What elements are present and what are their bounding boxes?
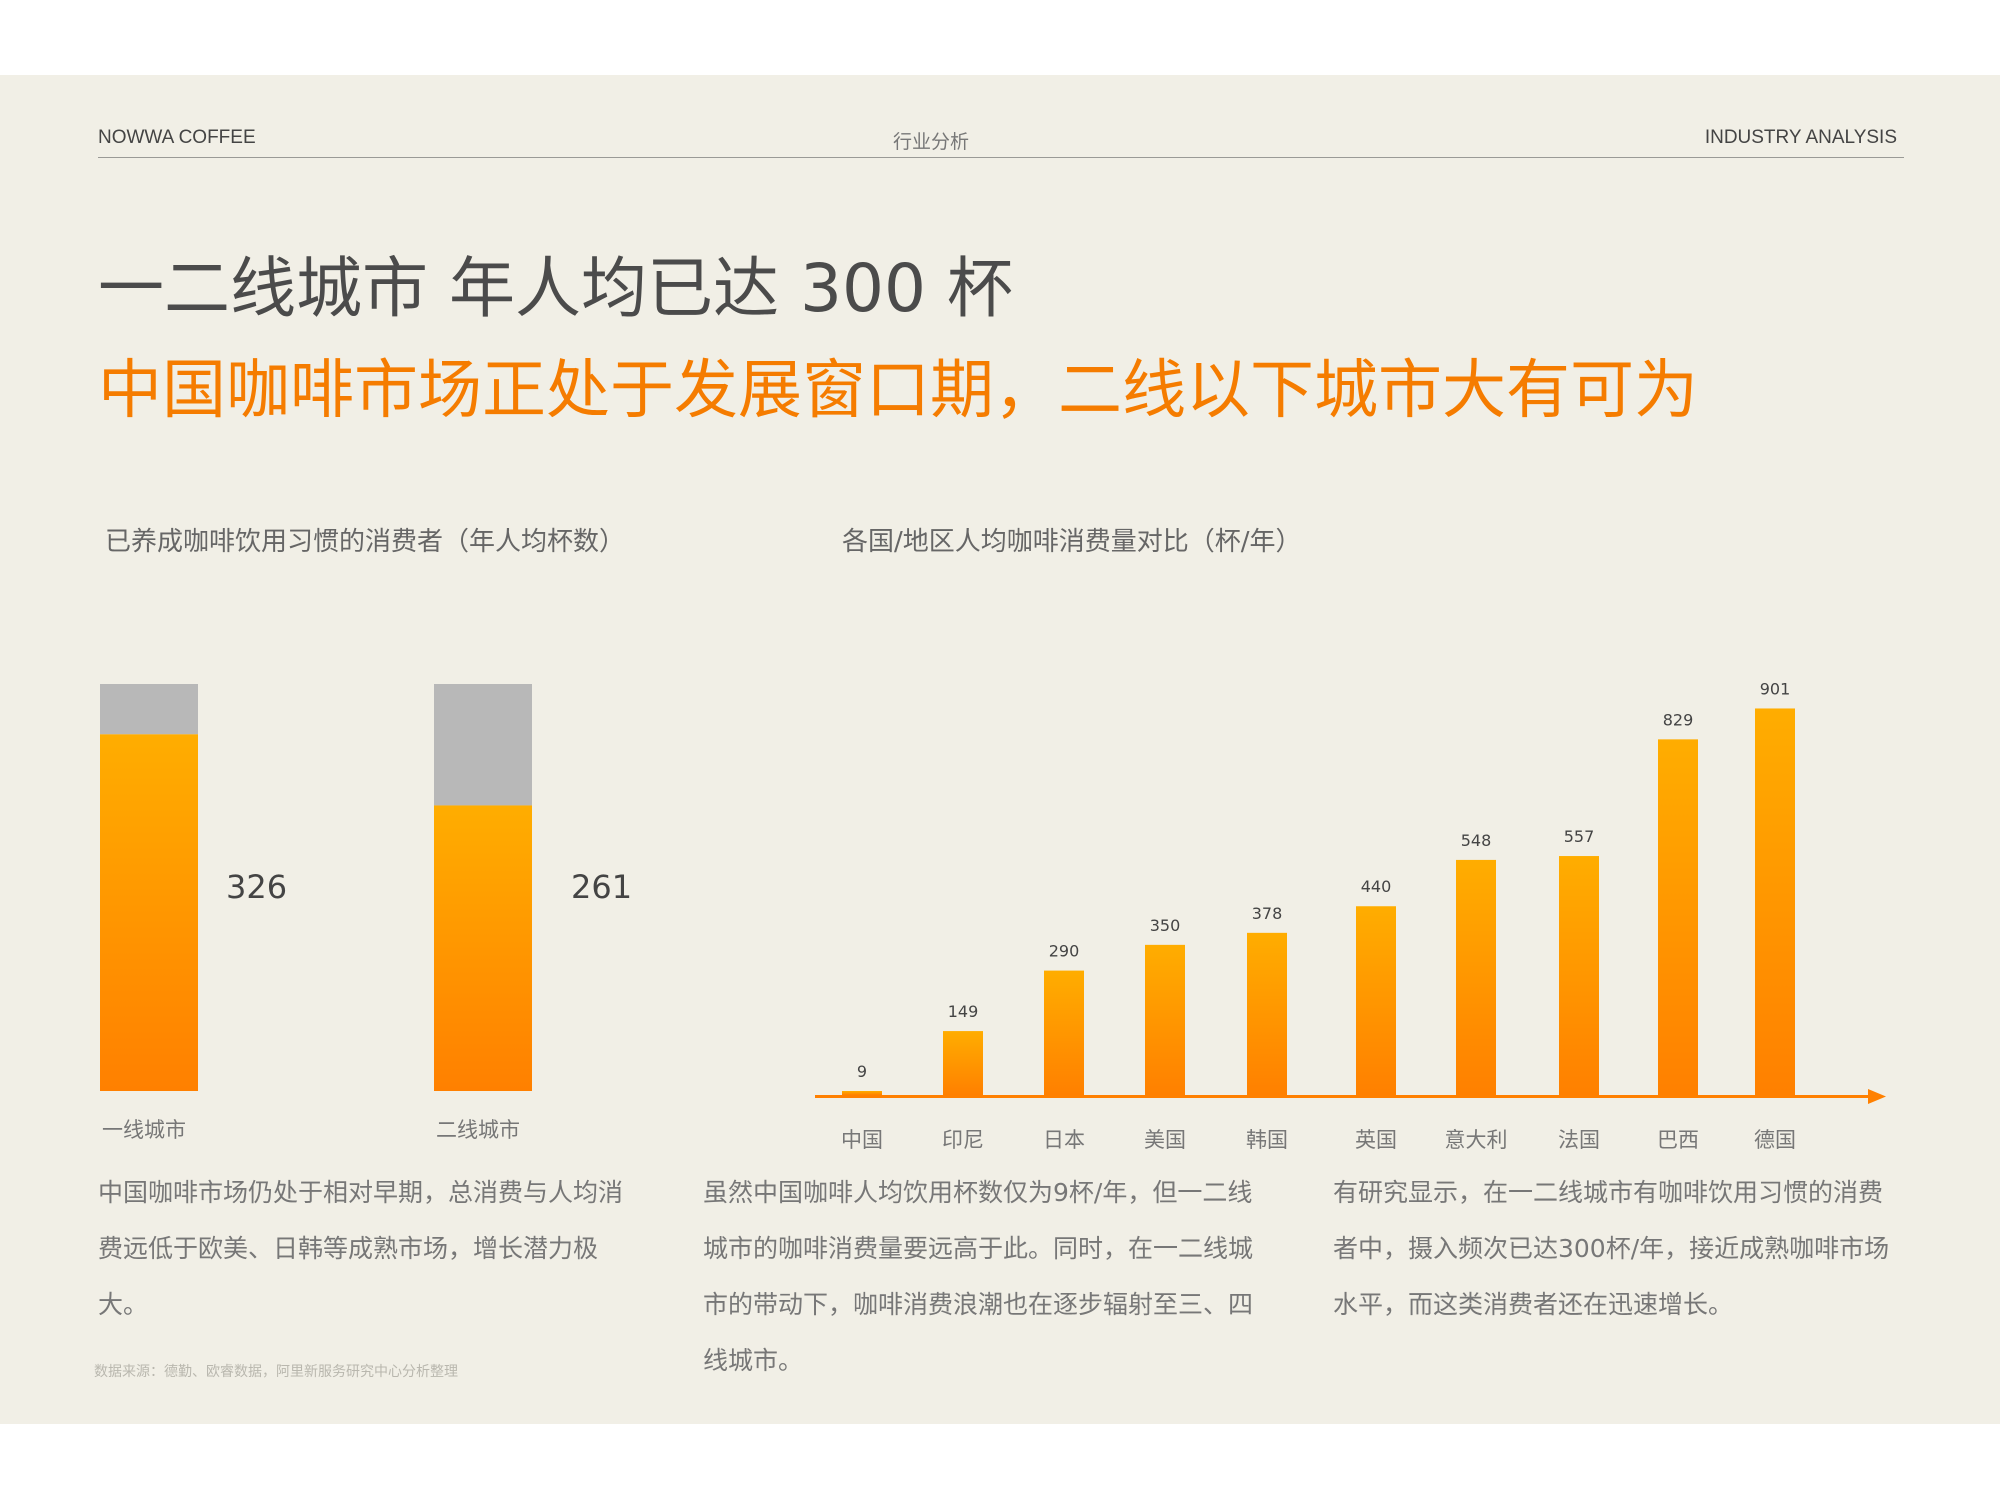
value-label: 557 (1564, 827, 1595, 846)
axis-arrow (1868, 1089, 1886, 1104)
category-label: 日本 (1043, 1128, 1085, 1152)
value-label: 548 (1461, 831, 1492, 850)
slide: NOWWA COFFEE 行业分析 INDUSTRY ANALYSIS 一二线城… (0, 75, 2000, 1424)
bar (1044, 970, 1084, 1095)
bar-remainder (434, 684, 532, 806)
bar (100, 734, 198, 1091)
bar (1145, 944, 1185, 1095)
body-text-2: 虽然中国咖啡人均饮用杯数仅为9杯/年，但一二线城市的咖啡消费量要远高于此。同时，… (703, 1178, 1254, 1375)
value-label: 901 (1760, 679, 1791, 698)
category-label: 中国 (841, 1128, 883, 1152)
value-label: 149 (948, 1002, 979, 1021)
value-label: 326 (226, 868, 287, 906)
bar (1247, 932, 1287, 1095)
value-label: 350 (1150, 916, 1181, 935)
brand-label: NOWWA COFFEE (98, 127, 256, 148)
chart1-title: 已养成咖啡饮用习惯的消费者（年人均杯数） (105, 527, 626, 557)
category-label: 二线城市 (436, 1118, 520, 1142)
value-label: 440 (1361, 877, 1392, 896)
value-label: 378 (1252, 904, 1283, 923)
country-cups-chart: 9 中国 149 印尼 290 日本 350 美国 378 韩国 440 英国 548 意大利 557 法国 8… (815, 679, 1886, 1152)
source-note: 数据来源：德勤、欧睿数据，阿里新服务研究中心分析整理 (94, 1364, 458, 1380)
subheadline: 中国咖啡市场正处于发展窗口期，二线以下城市大有可为 (98, 354, 1698, 428)
headline: 一二线城市 年人均已达 300 杯 (98, 250, 1013, 327)
body-text-3: 有研究显示，在一二线城市有咖啡饮用习惯的消费者中，摄入频次已达300杯/年，接近… (1333, 1178, 1890, 1319)
body-text-1: 中国咖啡市场仍处于相对早期，总消费与人均消费远低于欧美、日韩等成熟市场，增长潜力… (98, 1178, 624, 1319)
value-label: 829 (1663, 710, 1694, 729)
bar (1559, 856, 1599, 1095)
category-label: 意大利 (1445, 1128, 1508, 1152)
header-divider (98, 157, 1904, 158)
category-label: 美国 (1144, 1128, 1186, 1152)
chart2-title: 各国/地区人均咖啡消费量对比（杯/年） (842, 527, 1302, 557)
bar (1356, 906, 1396, 1095)
category-label: 德国 (1754, 1128, 1796, 1152)
value-label: 261 (571, 868, 632, 906)
bar (1456, 859, 1496, 1095)
bar (1658, 739, 1698, 1095)
section-label-en: INDUSTRY ANALYSIS (1704, 127, 1897, 148)
value-label: 290 (1049, 942, 1080, 961)
city-cups-chart: 326 一线城市 261 二线城市 (100, 684, 632, 1142)
category-label: 一线城市 (102, 1118, 186, 1142)
category-label: 法国 (1558, 1128, 1600, 1152)
bar (434, 805, 532, 1091)
bar-remainder (100, 684, 198, 735)
bar (842, 1091, 882, 1095)
value-label: 9 (857, 1062, 867, 1081)
category-label: 巴西 (1657, 1128, 1699, 1152)
category-label: 印尼 (942, 1128, 984, 1152)
section-label: 行业分析 (892, 132, 969, 153)
bar (943, 1031, 983, 1095)
bar (1755, 708, 1795, 1095)
category-label: 韩国 (1246, 1128, 1288, 1152)
category-label: 英国 (1355, 1128, 1397, 1152)
